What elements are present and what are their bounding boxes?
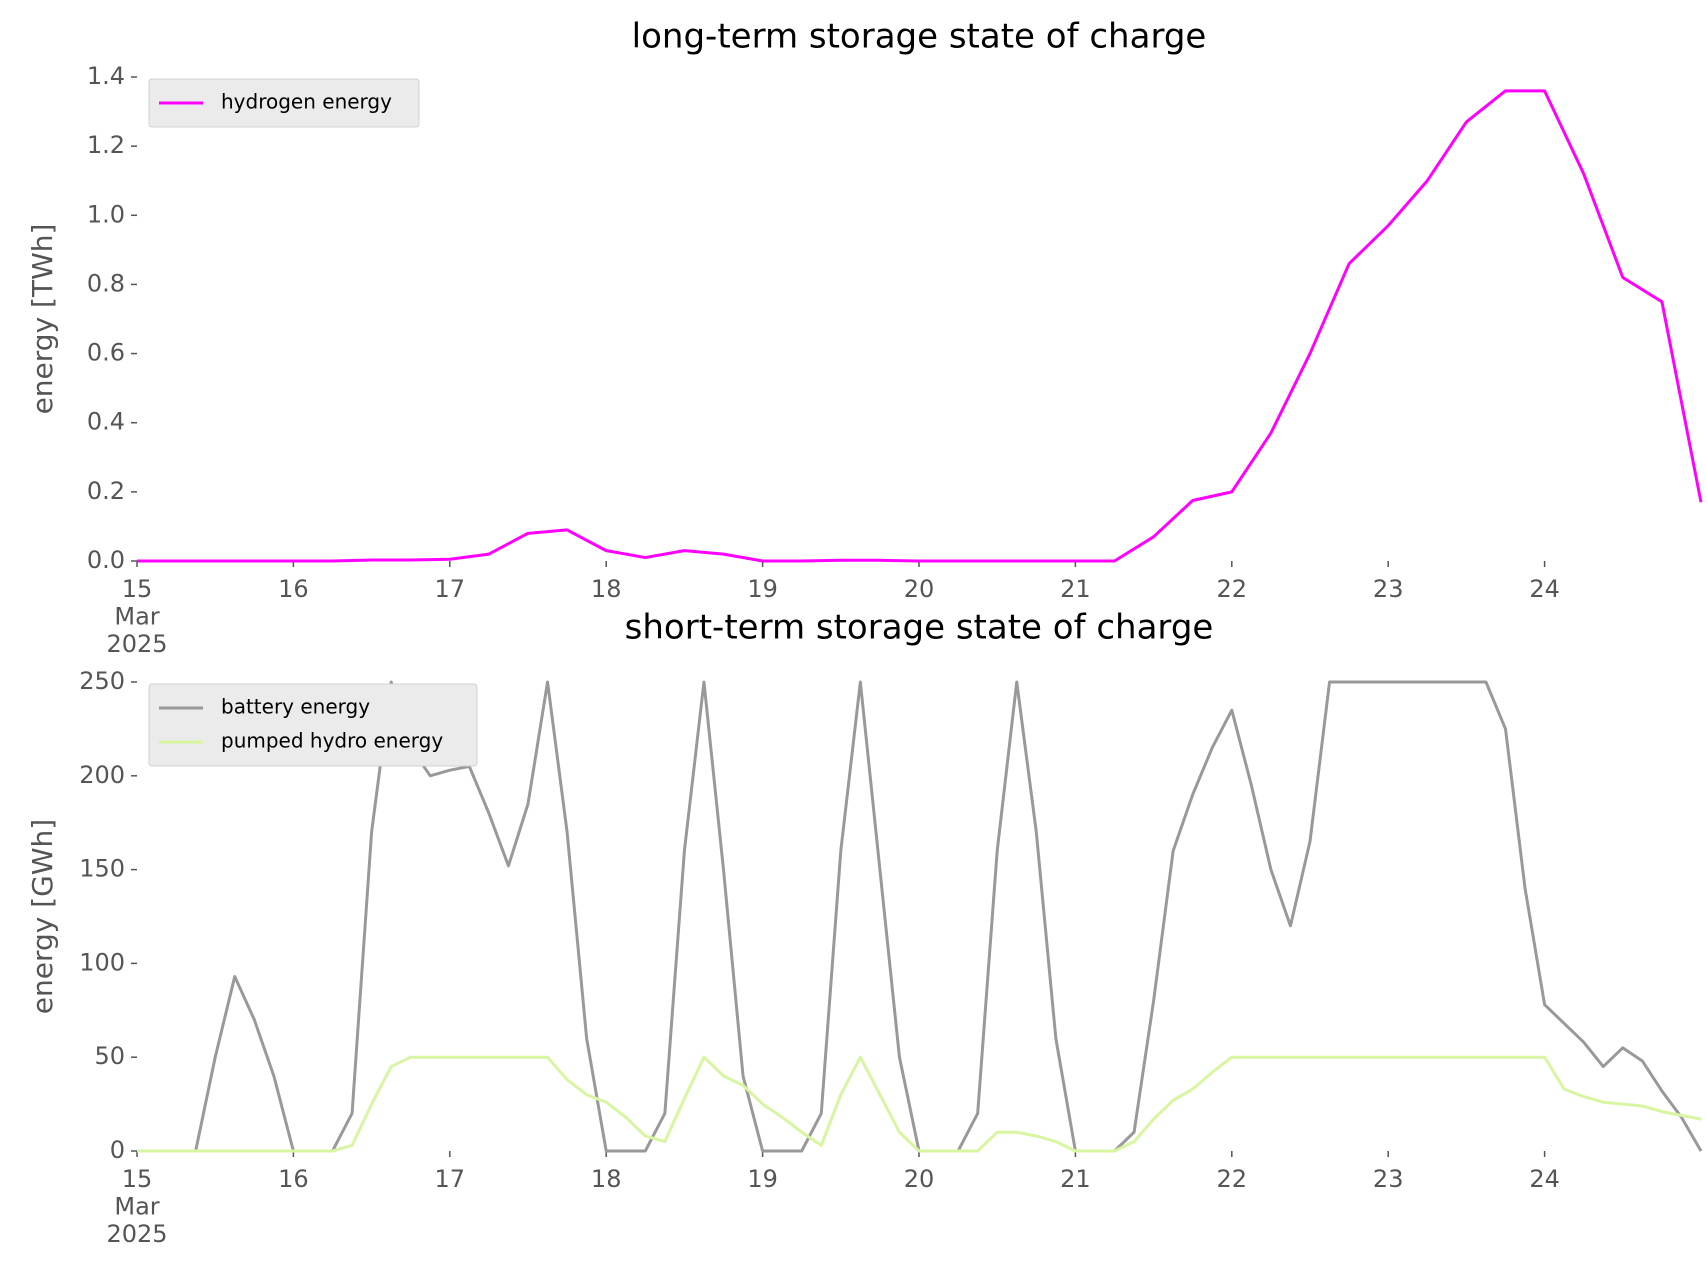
data-line [137, 89, 1703, 563]
x-tick-label: 20 [904, 1165, 935, 1193]
y-tick-label: 1.0 [87, 200, 125, 228]
y-tick-label: 100 [79, 948, 125, 976]
y-tick-label: 0.6 [87, 339, 125, 367]
y-tick-label: 150 [79, 855, 125, 883]
y-tick-label: 0.4 [87, 408, 125, 436]
y-tick-label: 1.4 [87, 62, 125, 90]
y-axis-label: energy [TWh] [26, 224, 59, 415]
x-tick-label: 21 [1060, 575, 1091, 603]
y-tick-label: 0.2 [87, 477, 125, 505]
x-tick-label: 17 [435, 1165, 466, 1193]
x-tick-label: 22 [1217, 1165, 1248, 1193]
x-tick-label: 19 [747, 1165, 778, 1193]
x-tick-label: 16 [278, 1165, 309, 1193]
x-tick-label: 18 [591, 1165, 622, 1193]
legend-box [148, 78, 420, 128]
y-tick-label: 0 [110, 1136, 125, 1164]
x-tick-label: 19 [747, 575, 778, 603]
x-tick-label: 22 [1217, 575, 1248, 603]
x-tick-label: 18 [591, 575, 622, 603]
chart-title: long-term storage state of charge [632, 17, 1207, 57]
y-tick-label: 50 [94, 1042, 125, 1070]
x-tick-label: 17 [435, 575, 466, 603]
x-tick-label: 21 [1060, 1165, 1091, 1193]
y-tick-label: 0.8 [87, 269, 125, 297]
legend-box [148, 683, 478, 767]
x-tick-label: 15 Mar 2025 [106, 575, 167, 658]
legend-label: pumped hydro energy [221, 729, 443, 753]
data-line [137, 1055, 1702, 1153]
y-tick-label: 200 [79, 761, 125, 789]
y-tick-label: 1.2 [87, 131, 125, 159]
y-tick-label: 0.0 [87, 546, 125, 574]
y-axis-label: energy [GWh] [26, 819, 59, 1014]
x-tick-label: 16 [278, 575, 309, 603]
y-tick-label: 250 [79, 667, 125, 695]
x-tick-label: 24 [1529, 1165, 1560, 1193]
legend-label: hydrogen energy [221, 90, 392, 114]
chart-title: short-term storage state of charge [625, 608, 1214, 648]
x-tick-label: 15 Mar 2025 [106, 1165, 167, 1248]
x-tick-label: 20 [904, 575, 935, 603]
legend-label: battery energy [221, 695, 370, 719]
x-tick-label: 24 [1529, 575, 1560, 603]
x-tick-label: 23 [1373, 575, 1404, 603]
x-tick-label: 23 [1373, 1165, 1404, 1193]
